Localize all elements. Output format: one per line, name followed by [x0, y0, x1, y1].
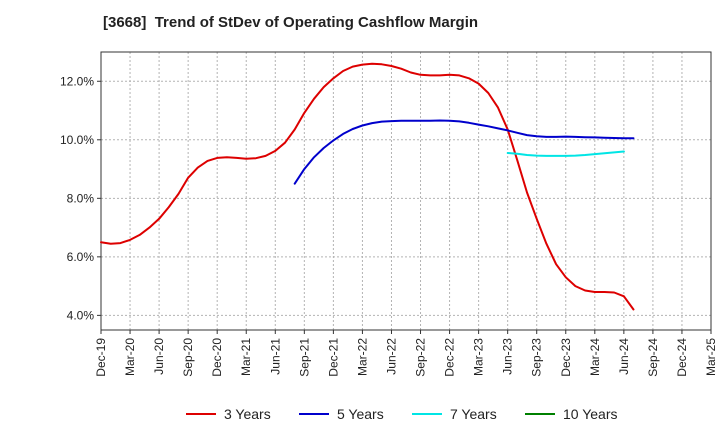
y-tick-label: 10.0%	[60, 133, 94, 147]
x-tick-label: Jun-23	[501, 338, 515, 375]
x-tick-label: Dec-19	[94, 338, 108, 377]
x-tick-label: Dec-22	[443, 338, 457, 377]
x-tick-label: Sep-24	[646, 338, 660, 377]
legend-label: 10 Years	[563, 406, 618, 422]
y-tick-label: 6.0%	[67, 250, 95, 264]
x-tick-label: Jun-21	[268, 338, 282, 375]
legend: 3 Years 5 Years 7 Years 10 Years	[186, 406, 618, 422]
x-tick-label: Dec-21	[326, 338, 340, 377]
x-tick-label: Sep-21	[297, 338, 311, 377]
legend-item: 10 Years	[525, 406, 618, 422]
series-line-5-years	[293, 119, 635, 185]
x-tick-label: Sep-23	[530, 338, 544, 377]
legend-label: 7 Years	[450, 406, 497, 422]
legend-label: 3 Years	[224, 406, 271, 422]
legend-item: 3 Years	[186, 406, 271, 422]
x-tick-label: Dec-23	[559, 338, 573, 377]
grid	[101, 52, 711, 330]
x-tick-label: Jun-22	[384, 338, 398, 375]
axes: Dec-19 Mar-20 Jun-20 Sep-20 Dec-20 Mar-21 Jun-…	[60, 51, 718, 377]
x-tick-label: Sep-22	[414, 338, 428, 377]
legend-label: 5 Years	[337, 406, 384, 422]
x-tick-label: Mar-24	[588, 338, 602, 376]
series-lines	[100, 62, 635, 311]
x-tick-label: Sep-20	[181, 338, 195, 377]
x-tick-label: Dec-24	[675, 338, 689, 377]
legend-item: 5 Years	[299, 406, 384, 422]
x-tick-label: Mar-23	[472, 338, 486, 376]
series-line-3-years	[100, 62, 635, 311]
x-tick-label: Mar-21	[239, 338, 253, 376]
legend-item: 7 Years	[412, 406, 497, 422]
x-tick-label: Mar-20	[123, 338, 137, 376]
x-tick-label: Dec-20	[210, 338, 224, 377]
y-tick-label: 12.0%	[60, 74, 94, 88]
series-line-7-years	[506, 150, 625, 157]
x-tick-label: Mar-22	[355, 338, 369, 376]
y-tick-label: 4.0%	[67, 308, 95, 322]
x-tick-label: Mar-25	[704, 338, 718, 376]
y-tick-label: 8.0%	[67, 191, 95, 205]
x-tick-label: Jun-24	[617, 338, 631, 375]
plot-frame	[100, 51, 712, 331]
chart-title: [3668] Trend of StDev of Operating Cashf…	[103, 14, 479, 31]
x-tick-label: Jun-20	[152, 338, 166, 375]
